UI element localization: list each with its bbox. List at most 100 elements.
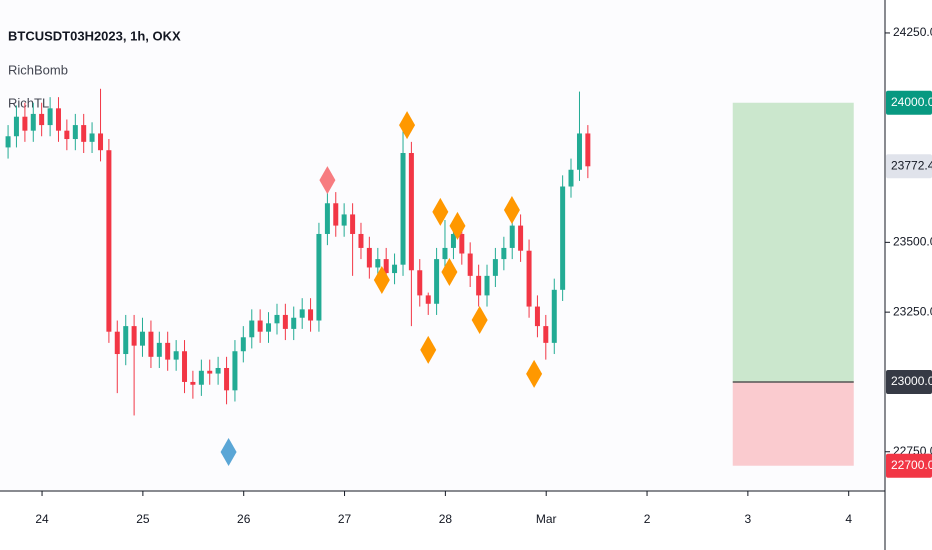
candle-body bbox=[257, 320, 263, 332]
candle-body bbox=[417, 270, 423, 296]
last-price-tag bbox=[886, 154, 932, 179]
candle-body bbox=[98, 133, 104, 151]
candle-body bbox=[249, 320, 255, 338]
candle-body bbox=[551, 289, 557, 343]
candle-body bbox=[375, 259, 381, 268]
target-tag bbox=[886, 90, 932, 115]
x-tick-label: 27 bbox=[338, 512, 352, 526]
candle-body bbox=[534, 306, 540, 327]
x-tick-label: 25 bbox=[136, 512, 150, 526]
candle-body bbox=[22, 116, 28, 131]
signal-diamond bbox=[319, 166, 336, 195]
candle-body bbox=[518, 225, 524, 251]
candle-body bbox=[274, 314, 280, 324]
candle-body bbox=[450, 233, 456, 248]
candle-body bbox=[232, 351, 238, 391]
candle-body bbox=[123, 326, 129, 355]
signal-diamond bbox=[420, 335, 437, 364]
candle-body bbox=[576, 133, 582, 170]
y-tick-label: 23500.0 bbox=[893, 235, 932, 249]
candle-body bbox=[568, 169, 574, 187]
x-tick-label: 28 bbox=[439, 512, 453, 526]
candle-body bbox=[324, 203, 330, 234]
candle-body bbox=[139, 331, 145, 346]
candle-body bbox=[467, 253, 473, 276]
x-tick-label: 3 bbox=[745, 512, 752, 526]
chart-title: BTCUSDT03H2023, 1h, OKX bbox=[8, 28, 181, 43]
signal-diamond bbox=[503, 195, 520, 224]
candle-body bbox=[114, 331, 120, 355]
target-tag-label: 24000.0 bbox=[891, 95, 932, 109]
indicator-label: RichTL bbox=[8, 95, 49, 110]
candle-body bbox=[30, 113, 36, 131]
loss-zone bbox=[732, 381, 854, 466]
candle-body bbox=[207, 370, 213, 374]
candle-body bbox=[333, 203, 339, 226]
candle-body bbox=[5, 136, 11, 148]
stop-tag bbox=[886, 453, 932, 478]
candle-body bbox=[484, 275, 490, 296]
candle-body bbox=[291, 317, 297, 329]
candle-body bbox=[173, 351, 179, 360]
candle-body bbox=[299, 309, 305, 318]
candle-body bbox=[224, 367, 230, 391]
stop-tag-label: 22700.0 bbox=[891, 458, 932, 472]
candle-body bbox=[182, 351, 188, 382]
last-price-tag-label: 23772.4 bbox=[891, 158, 932, 172]
candle-body bbox=[89, 133, 95, 142]
candle-body bbox=[198, 370, 204, 385]
candle-body bbox=[215, 367, 221, 374]
candle-body bbox=[492, 259, 498, 276]
candle-body bbox=[459, 233, 465, 254]
candle-body bbox=[308, 309, 314, 321]
candle-body bbox=[400, 153, 406, 265]
entry-tag-label: 23000.0 bbox=[891, 374, 932, 388]
candle-body bbox=[476, 275, 482, 296]
signal-diamond bbox=[432, 197, 449, 226]
x-tick-label: Mar bbox=[536, 512, 557, 526]
candle-body bbox=[501, 247, 507, 260]
indicator-label: RichBomb bbox=[8, 62, 68, 77]
candle-body bbox=[425, 295, 431, 304]
candle-body bbox=[156, 342, 162, 357]
candle-body bbox=[72, 125, 78, 140]
candle-body bbox=[366, 247, 372, 268]
candle-body bbox=[64, 130, 70, 140]
candle-body bbox=[383, 259, 389, 274]
candle-body bbox=[81, 125, 87, 142]
signal-diamond bbox=[399, 111, 416, 140]
candle-body bbox=[106, 150, 112, 332]
candle-body bbox=[543, 326, 549, 343]
candle-body bbox=[442, 247, 448, 260]
candle-body bbox=[358, 233, 364, 248]
profit-zone bbox=[732, 102, 854, 382]
candle-body bbox=[165, 342, 171, 360]
candle-body bbox=[148, 331, 154, 357]
candle-body bbox=[434, 259, 440, 304]
candle-body bbox=[316, 233, 322, 321]
candle-body bbox=[47, 108, 53, 126]
x-tick-label: 4 bbox=[845, 512, 852, 526]
signal-diamond bbox=[471, 305, 488, 334]
x-tick-label: 26 bbox=[237, 512, 251, 526]
plot-area bbox=[0, 0, 885, 491]
candle-body bbox=[526, 250, 532, 307]
candle-body bbox=[408, 153, 414, 271]
signal-diamond bbox=[449, 211, 466, 240]
candle-body bbox=[350, 214, 356, 234]
x-tick-label: 24 bbox=[35, 512, 49, 526]
candle-body bbox=[560, 186, 566, 290]
signal-diamond bbox=[220, 438, 237, 467]
candle-body bbox=[240, 337, 246, 352]
candle-body bbox=[131, 326, 137, 346]
y-tick-label: 23250.0 bbox=[893, 304, 932, 318]
candle-body bbox=[13, 116, 19, 137]
entry-tag bbox=[886, 369, 932, 394]
x-tick-label: 2 bbox=[644, 512, 651, 526]
candle-body bbox=[392, 264, 398, 274]
candle-body bbox=[266, 323, 272, 332]
candle-body bbox=[341, 214, 347, 226]
signal-diamond bbox=[526, 359, 543, 388]
signal-diamond bbox=[441, 257, 458, 286]
